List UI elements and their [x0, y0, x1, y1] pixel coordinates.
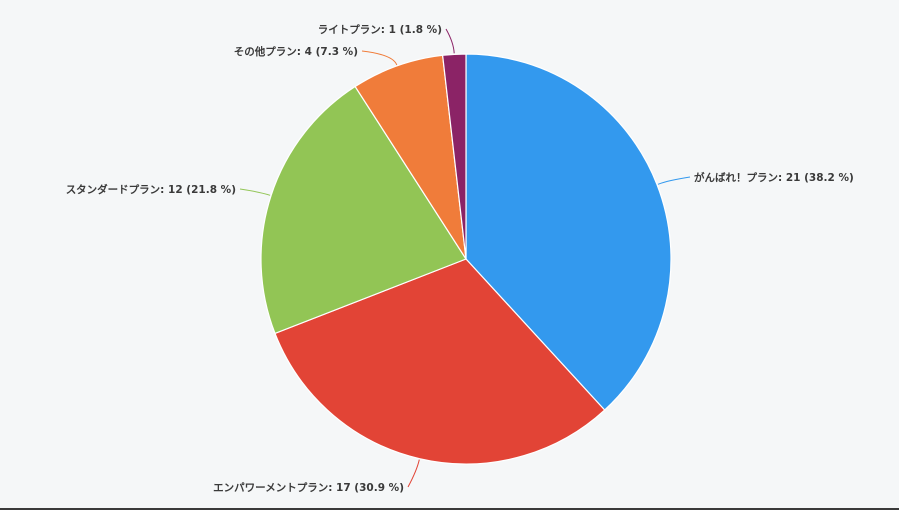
pie-slice-empowerment	[274, 258, 606, 465]
connector-other	[361, 50, 398, 66]
bottom-border	[0, 508, 899, 510]
slice-label-other: その他プラン: 4 (7.3 %)	[234, 45, 358, 58]
slice-label-light: ライトプラン: 1 (1.8 %)	[318, 23, 442, 36]
pie-slice-light	[441, 53, 467, 260]
slice-label-empowerment: エンパワーメントプラン: 17 (30.9 %)	[213, 481, 404, 494]
label-connectors	[239, 28, 691, 488]
connector-empowerment	[407, 459, 420, 488]
slice-labels: がんばれ！プラン: 21 (38.2 %) エンパワーメントプラン: 17 (3…	[66, 23, 854, 494]
connector-standard	[239, 188, 271, 196]
slice-label-ganbare: がんばれ！プラン: 21 (38.2 %)	[694, 171, 854, 184]
pie-slice-standard	[260, 85, 467, 335]
pie-slice-ganbare	[465, 53, 672, 411]
slice-label-standard: スタンダードプラン: 12 (21.8 %)	[66, 183, 236, 196]
connector-light	[445, 28, 455, 54]
pie-slices	[260, 53, 672, 465]
connector-ganbare	[657, 176, 691, 185]
